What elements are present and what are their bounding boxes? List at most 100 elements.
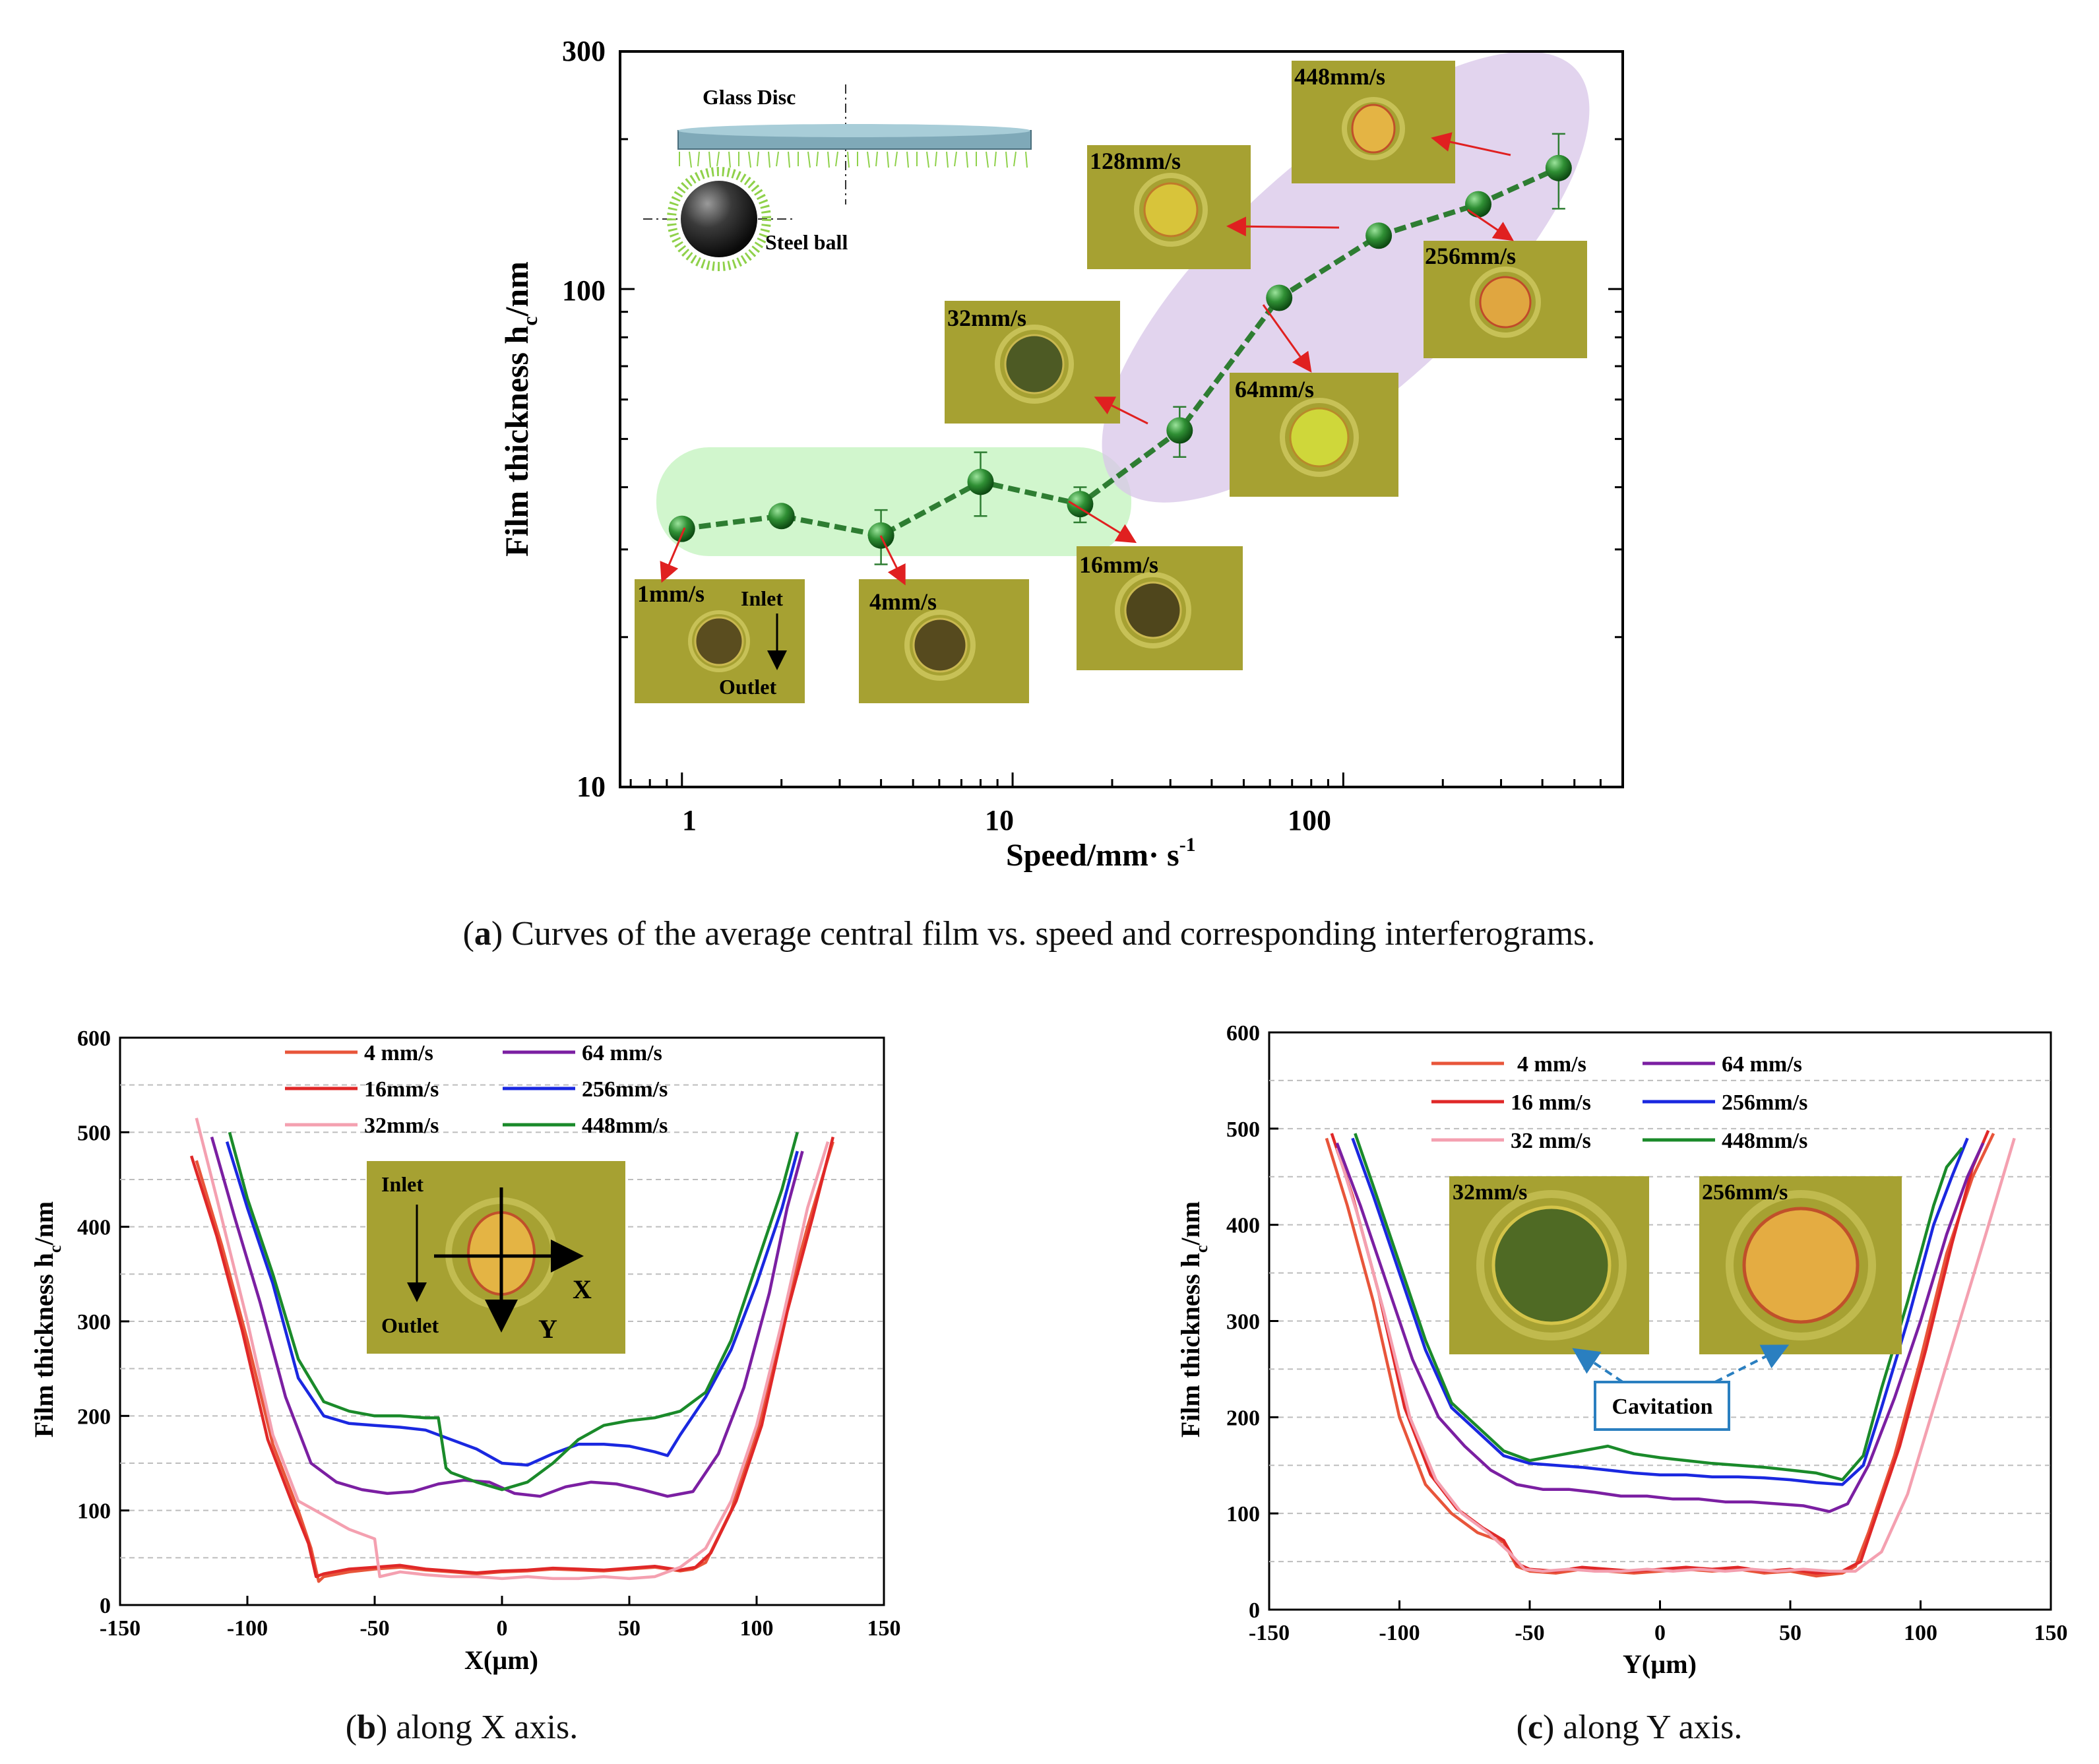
x-arrow-label: X bbox=[573, 1275, 592, 1304]
xtick-label: -100 bbox=[227, 1616, 268, 1641]
legend-label: 256mm/s bbox=[582, 1077, 668, 1102]
data-point bbox=[867, 522, 894, 549]
thumb-label: 128mm/s bbox=[1090, 148, 1181, 174]
thumb-label: 448mm/s bbox=[1294, 63, 1385, 90]
ytick-label: 100 bbox=[562, 274, 606, 307]
ytick-label: 300 bbox=[77, 1310, 111, 1335]
thumb-label: 256mm/s bbox=[1425, 243, 1516, 269]
data-point bbox=[1545, 154, 1572, 181]
interferogram-16mm: 16mm/s bbox=[1077, 546, 1243, 670]
y-axis-label-b: Film thickness hc/nm bbox=[29, 1201, 65, 1437]
right-image-label: 256mm/s bbox=[1702, 1180, 1788, 1205]
ytick-label: 500 bbox=[77, 1121, 111, 1145]
legend-c: 4 mm/s 64 mm/s 16 mm/s 256mm/s 32 mm/s 4… bbox=[1431, 1052, 1807, 1153]
y-axis-label-c: Film thickness hc/nm bbox=[1175, 1201, 1211, 1437]
ytick-label: 400 bbox=[1226, 1214, 1260, 1238]
ytick-label: 200 bbox=[1226, 1406, 1260, 1430]
y-axis-label-a: Film thickness hc/nm bbox=[498, 261, 542, 557]
x-axis-label-a: Speed/mm· s-1 bbox=[1006, 834, 1196, 873]
series-line bbox=[1335, 1142, 1985, 1513]
panel-a: 300 100 10 1 10 100 Speed/mm· s-1 Film t… bbox=[463, 35, 1624, 953]
interferogram-4mm: 4mm/s bbox=[859, 579, 1029, 703]
legend-label: 4 mm/s bbox=[364, 1041, 433, 1065]
legend-b: 4 mm/s 64 mm/s 16mm/s 256mm/s 32mm/s 448… bbox=[285, 1041, 668, 1138]
green-band bbox=[656, 447, 1131, 556]
legend-label: 4 mm/s bbox=[1517, 1052, 1586, 1077]
inset-interferograms-c: 32mm/s 256mm/s Cavitation bbox=[1449, 1176, 1902, 1431]
data-point bbox=[1465, 191, 1492, 218]
ytick-label: 300 bbox=[1226, 1310, 1260, 1335]
xtick-label: -150 bbox=[1249, 1621, 1290, 1645]
xtick-label: 100 bbox=[1288, 804, 1331, 836]
xtick-label: 10 bbox=[985, 804, 1014, 836]
series-line bbox=[1351, 1137, 1969, 1486]
ytick-label: 100 bbox=[1226, 1502, 1260, 1527]
series-c bbox=[1325, 1129, 2016, 1578]
data-point bbox=[967, 468, 994, 495]
inlet-label: Inlet bbox=[381, 1172, 423, 1196]
legend-label: 32mm/s bbox=[364, 1114, 439, 1138]
xtick-label: 1 bbox=[682, 804, 697, 836]
xtick-label: 50 bbox=[1779, 1621, 1801, 1645]
legend-label: 256mm/s bbox=[1722, 1090, 1807, 1115]
xtick-label: 0 bbox=[497, 1616, 508, 1641]
cavitation-box bbox=[1594, 1381, 1730, 1431]
legend-label: 64 mm/s bbox=[582, 1041, 662, 1065]
cavitation-label: Cavitation bbox=[1612, 1395, 1713, 1419]
pointer-arrows bbox=[660, 132, 1514, 586]
xtick-label: -50 bbox=[360, 1616, 389, 1641]
ytick-label: 10 bbox=[577, 771, 606, 803]
interferogram-64mm: 64mm/s bbox=[1230, 373, 1398, 497]
ytick-label: 600 bbox=[77, 1026, 111, 1051]
ytick-label: 200 bbox=[77, 1404, 111, 1429]
x-axis-label-c: Y(µm) bbox=[1623, 1649, 1697, 1679]
caption-a: (a) Curves of the average central film v… bbox=[463, 915, 1596, 953]
series-line bbox=[189, 1136, 834, 1579]
inlet-label: Inlet bbox=[741, 586, 783, 610]
series-line bbox=[195, 1118, 830, 1581]
ytick-label: 300 bbox=[562, 35, 606, 67]
ytick-label: 600 bbox=[1226, 1021, 1260, 1046]
legend-label: 64 mm/s bbox=[1722, 1052, 1802, 1077]
series-a bbox=[668, 133, 1572, 565]
outlet-label: Outlet bbox=[719, 675, 776, 699]
data-point bbox=[668, 515, 695, 542]
data-point bbox=[768, 503, 795, 530]
series-b bbox=[189, 1118, 834, 1583]
legend-label: 32 mm/s bbox=[1511, 1129, 1591, 1153]
disc-ball-diagram: Glass Disc Steel ball bbox=[643, 84, 1032, 271]
xtick-label: 0 bbox=[1654, 1621, 1666, 1645]
thumb-label: 4mm/s bbox=[869, 588, 937, 615]
caption-b: (b) along X axis. bbox=[346, 1709, 578, 1746]
interferograms: 1mm/s Inlet Outlet 4mm/s 16mm/s bbox=[635, 61, 1587, 703]
xtick-label: 150 bbox=[867, 1616, 901, 1641]
steel-ball-label: Steel ball bbox=[765, 230, 848, 254]
series-line bbox=[228, 1131, 799, 1492]
interferogram-32mm: 32mm/s bbox=[945, 301, 1120, 424]
xtick-label: 100 bbox=[740, 1616, 774, 1641]
axis-ticks-a bbox=[620, 50, 1624, 788]
ytick-label: 500 bbox=[1226, 1118, 1260, 1142]
series-line bbox=[1335, 1137, 2016, 1573]
xtick-label: -100 bbox=[1379, 1621, 1420, 1645]
data-point bbox=[1166, 417, 1193, 444]
plot-frame-a bbox=[619, 50, 1624, 788]
steel-ball bbox=[681, 181, 757, 257]
xtick-label: 150 bbox=[2034, 1621, 2068, 1645]
legend-label: 448mm/s bbox=[1722, 1129, 1807, 1153]
thumb-label: 16mm/s bbox=[1079, 551, 1158, 578]
xtick-label: 50 bbox=[618, 1616, 641, 1641]
x-axis-label-b: X(µm) bbox=[464, 1645, 538, 1675]
series-line bbox=[210, 1136, 804, 1498]
series-line bbox=[225, 1141, 799, 1467]
ytick-label: 100 bbox=[77, 1499, 111, 1524]
series-line bbox=[681, 166, 1560, 538]
data-point bbox=[1067, 491, 1094, 518]
y-arrow-label: Y bbox=[538, 1314, 557, 1344]
legend-label: 16 mm/s bbox=[1511, 1090, 1591, 1115]
xtick-label: -150 bbox=[100, 1616, 141, 1641]
thumb-label: 1mm/s bbox=[637, 581, 705, 607]
thumb-label: 32mm/s bbox=[947, 305, 1026, 331]
